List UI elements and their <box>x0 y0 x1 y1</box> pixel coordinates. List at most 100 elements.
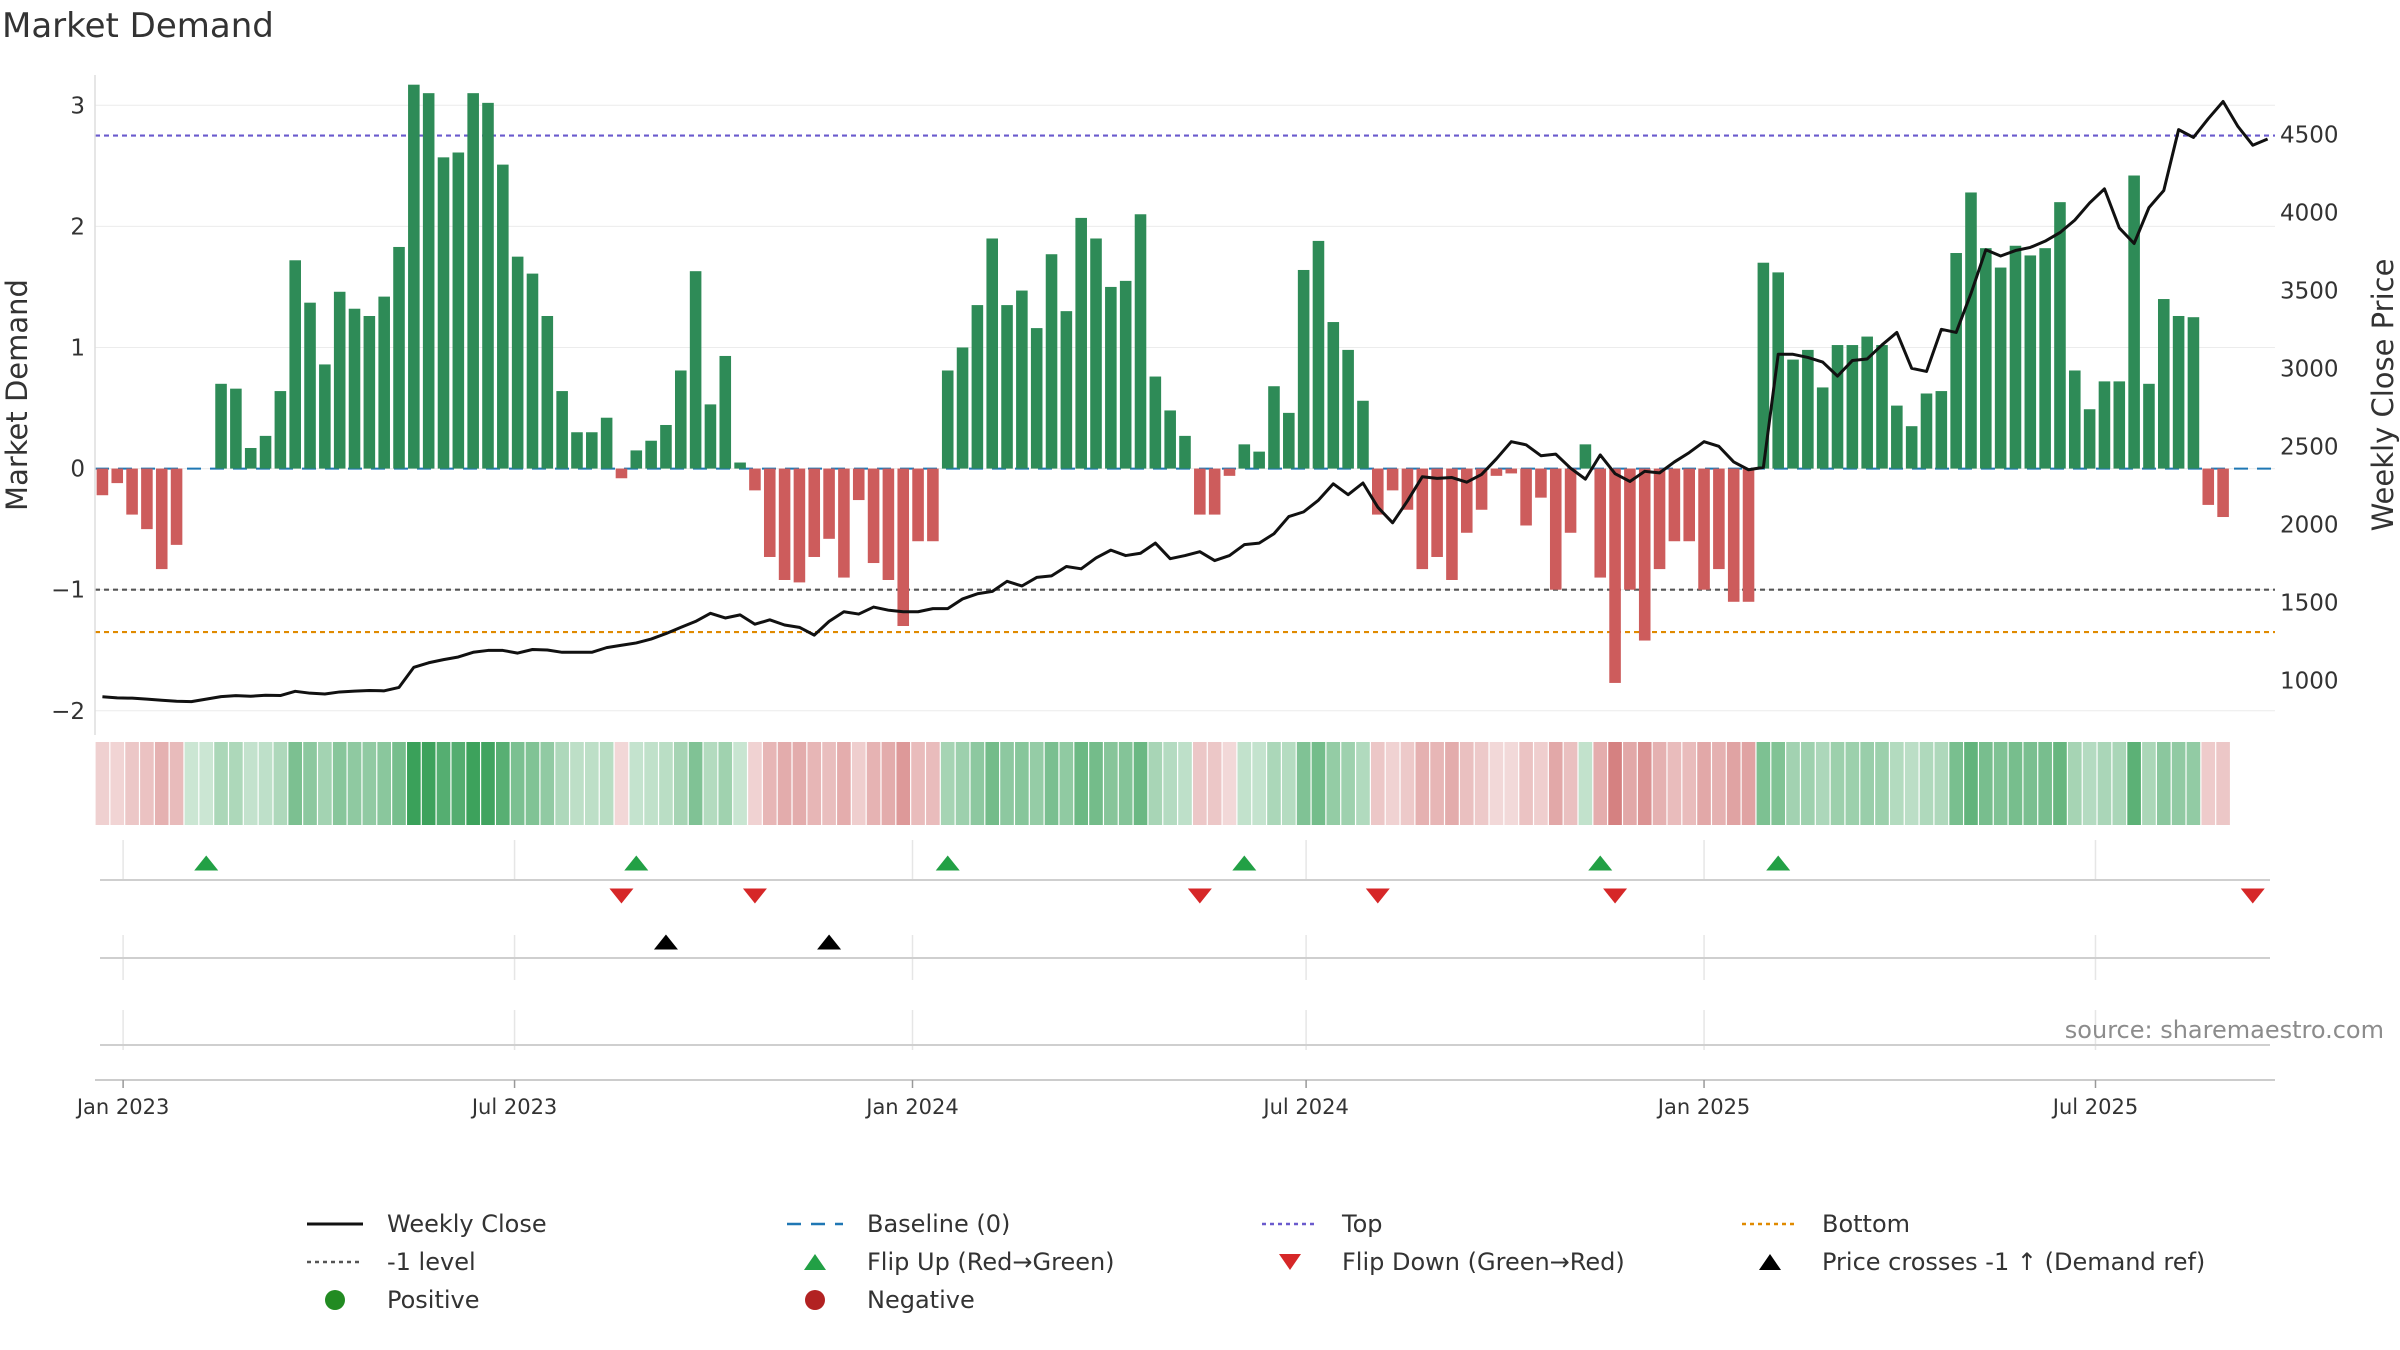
heat-cell <box>822 742 836 825</box>
demand-bar <box>422 93 435 469</box>
heat-cell <box>2067 742 2082 825</box>
demand-bar <box>1149 376 1162 469</box>
demand-bar <box>1549 468 1562 590</box>
demand-bar <box>289 260 301 469</box>
legend-item: Positive <box>305 1286 480 1314</box>
flip-down-marker <box>1603 888 1628 904</box>
demand-bar <box>615 468 628 479</box>
demand-bar <box>586 432 598 469</box>
legend-label: Negative <box>867 1286 975 1314</box>
demand-bar <box>1238 444 1251 469</box>
axes: 3 2 1 0 −1 −2 4500 4000 3500 3000 2500 2000 1500 1000… <box>0 75 2400 1119</box>
heat-cell <box>2008 742 2023 825</box>
heat-cell <box>762 742 777 825</box>
heat-cell <box>2142 742 2156 825</box>
demand-bar <box>1090 238 1102 469</box>
heat-cell <box>881 742 896 825</box>
demand-bar <box>927 468 939 542</box>
y-tick-label: 3 <box>70 93 85 119</box>
heat-cell <box>1964 742 1978 825</box>
heat-cell <box>1118 742 1133 825</box>
demand-bar <box>1194 468 1206 515</box>
demand-bar <box>155 468 168 570</box>
demand-bar <box>986 238 998 469</box>
demand-bar <box>141 468 153 530</box>
heat-cell <box>125 742 139 825</box>
heat-cell <box>451 742 466 825</box>
demand-bar <box>1802 349 1814 469</box>
heat-cell <box>1356 742 1370 825</box>
legend-symbol-icon <box>1742 1222 1798 1226</box>
heat-cell <box>1934 742 1949 825</box>
heat-cell <box>258 742 273 825</box>
heat-cell <box>955 742 970 825</box>
heat-cell <box>1519 742 1533 825</box>
demand-bar <box>1179 435 1191 469</box>
demand-bar <box>867 468 880 564</box>
demand-bar <box>1831 345 1844 469</box>
demand-bar <box>1727 468 1740 602</box>
legend-label: Top <box>1342 1210 1383 1238</box>
demand-bar <box>556 391 568 469</box>
demand-bar <box>823 468 835 539</box>
heat-cell <box>140 742 154 825</box>
heat-cell <box>525 742 540 825</box>
heat-cell <box>1593 742 1608 825</box>
legend-symbol-icon <box>307 1222 363 1226</box>
heat-cell <box>866 742 881 825</box>
heat-cell <box>1504 742 1519 825</box>
legend-item: Baseline (0) <box>785 1210 1010 1238</box>
heat-cell <box>1281 742 1296 825</box>
demand-bar <box>749 468 761 491</box>
demand-bar <box>1861 336 1873 469</box>
demand-bar <box>2054 202 2066 469</box>
heat-cell <box>1459 742 1474 825</box>
heat-cell <box>1890 742 1904 825</box>
heat-cell <box>703 742 718 825</box>
demand-bar <box>941 370 954 469</box>
legend-item: Bottom <box>1740 1210 1910 1238</box>
demand-bar <box>215 383 227 469</box>
demand-bar <box>689 271 702 469</box>
demand-bar <box>348 308 361 469</box>
heat-cell <box>421 742 436 825</box>
demand-bar <box>1283 412 1295 469</box>
demand-bar <box>1846 345 1859 469</box>
legend-label: Baseline (0) <box>867 1210 1011 1238</box>
y2-tick-label: 4500 <box>2280 122 2339 148</box>
heat-cell <box>1534 742 1548 825</box>
heat-cell <box>347 742 362 825</box>
demand-bar <box>838 468 850 578</box>
price-cross-marker <box>817 934 842 950</box>
demand-bar <box>882 468 895 580</box>
demand-bar <box>1624 468 1636 590</box>
demand-bar <box>408 84 420 469</box>
demand-bar <box>1253 451 1265 469</box>
demand-bar <box>2069 370 2081 469</box>
heat-cell <box>1059 742 1074 825</box>
heat-cell <box>940 742 955 825</box>
demand-bar <box>1816 387 1829 469</box>
demand-bar <box>912 468 924 542</box>
heat-cell <box>1400 742 1415 825</box>
heat-cell <box>169 742 184 825</box>
demand-bar <box>1001 305 1013 469</box>
heat-cell <box>1207 742 1222 825</box>
heat-cell <box>1104 742 1118 825</box>
demand-bar <box>1757 262 1770 469</box>
heat-cell <box>1860 742 1874 825</box>
heat-cell <box>644 742 658 825</box>
heat-cell <box>273 742 288 825</box>
heat-cell <box>1563 742 1578 825</box>
demand-bar <box>1060 311 1073 469</box>
heat-cell <box>2156 742 2171 825</box>
heat-cell <box>1193 742 1207 825</box>
demand-bar <box>2128 175 2140 469</box>
demand-bar <box>2039 248 2051 469</box>
y2-tick-label: 3000 <box>2280 356 2339 382</box>
heat-cell <box>1845 742 1860 825</box>
heat-cell <box>303 742 317 825</box>
heat-cell <box>1741 742 1756 825</box>
demand-bar <box>1772 272 1784 469</box>
legend-symbol-icon <box>1279 1254 1301 1270</box>
